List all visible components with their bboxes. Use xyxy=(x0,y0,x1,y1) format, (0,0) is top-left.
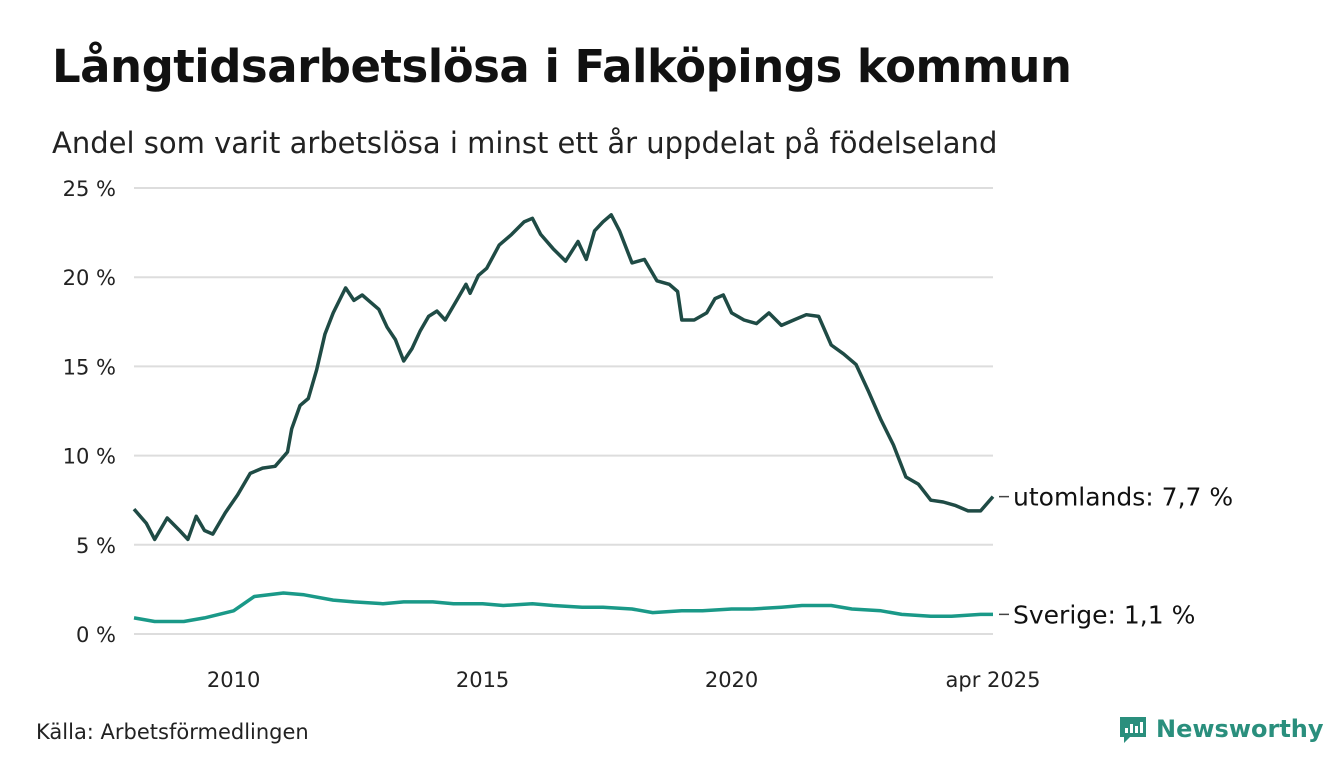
y-tick-label: 0 % xyxy=(76,623,116,647)
y-tick-label: 15 % xyxy=(63,355,116,379)
x-tick-label: apr 2025 xyxy=(946,668,1041,692)
y-tick-label: 10 % xyxy=(63,445,116,469)
brand-logo: Newsworthy xyxy=(1118,714,1324,744)
y-tick-label: 25 % xyxy=(63,177,116,201)
x-tick-label: 2020 xyxy=(705,668,758,692)
brand-name: Newsworthy xyxy=(1156,715,1324,743)
end-label-utomlands: utomlands: 7,7 % xyxy=(1013,483,1233,512)
source-note: Källa: Arbetsförmedlingen xyxy=(36,720,309,744)
x-tick-label: 2010 xyxy=(207,668,260,692)
y-tick-label: 20 % xyxy=(63,266,116,290)
newsworthy-icon xyxy=(1120,717,1146,743)
x-axis-tick-labels: 2010 2015 2020 apr 2025 xyxy=(207,668,1041,692)
series-lines xyxy=(132,213,995,624)
y-axis-tick-labels: 0 % 5 % 10 % 15 % 20 % 25 % xyxy=(63,177,116,647)
y-tick-label: 5 % xyxy=(76,534,116,558)
series-end-labels: utomlands: 7,7 % Sverige: 1,1 % xyxy=(999,483,1233,629)
gridlines xyxy=(134,187,993,635)
chart-subtitle: Andel som varit arbetslösa i minst ett å… xyxy=(52,126,998,160)
series-line-sverige xyxy=(133,591,993,624)
chart-title: Långtidsarbetslösa i Falköpings kommun xyxy=(52,40,1072,93)
end-label-sverige: Sverige: 1,1 % xyxy=(1013,600,1195,629)
x-tick-label: 2015 xyxy=(456,668,509,692)
series-line-utomlands xyxy=(132,213,995,542)
